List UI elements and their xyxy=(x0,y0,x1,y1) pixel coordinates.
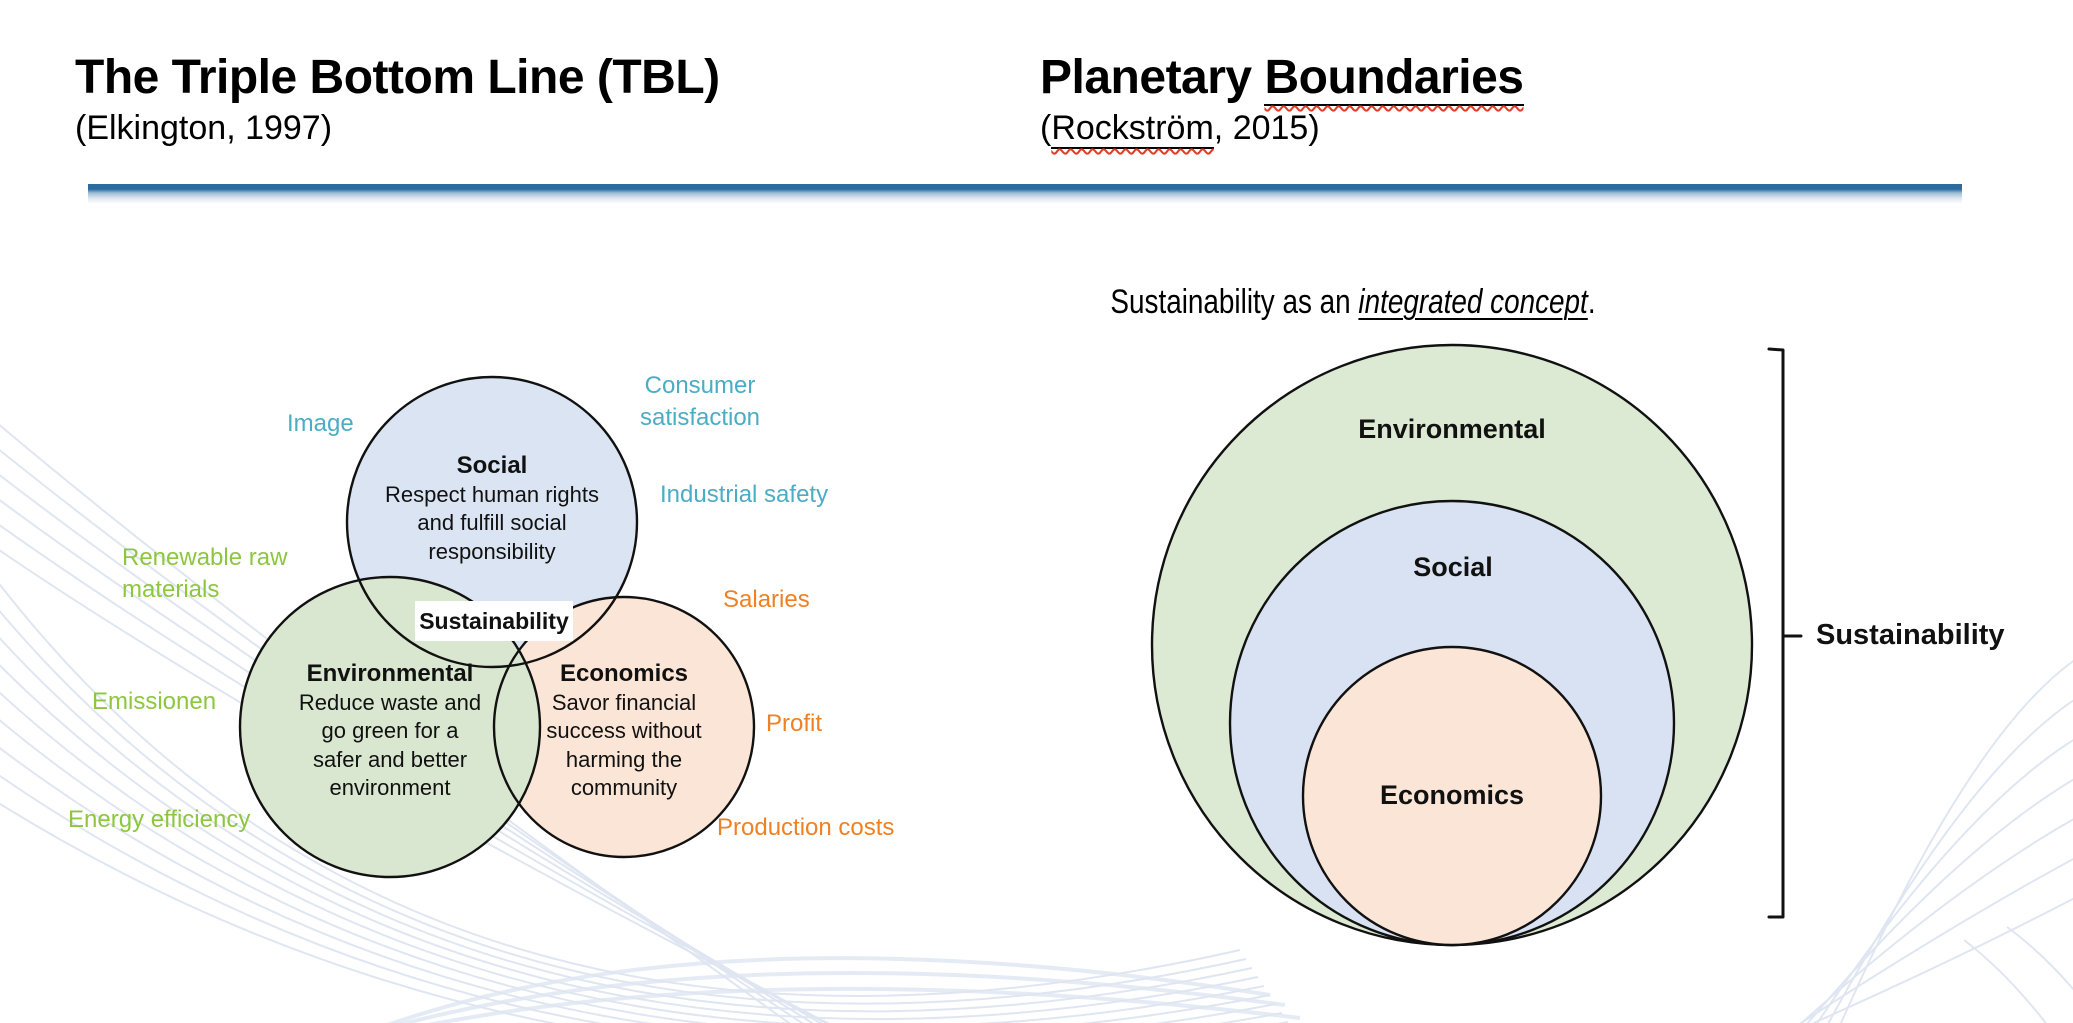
right-subtitle-underlined-word: Rockström xyxy=(1051,109,1214,149)
header-divider-line xyxy=(88,184,1962,204)
label-salaries: Salaries xyxy=(723,586,810,613)
ring-economics xyxy=(1301,645,1603,947)
label-image: Image xyxy=(287,410,354,437)
label-production-costs: Production costs xyxy=(717,814,895,841)
venn-diagram xyxy=(238,375,756,879)
nested-caption-emphasis: integrated concept xyxy=(1358,283,1588,321)
nested-circles-diagram xyxy=(1150,343,1754,947)
ring-label-economics: Economics xyxy=(1379,780,1525,810)
venn-circle-environmental xyxy=(240,577,540,877)
nested-caption: Sustainability as an integrated concept. xyxy=(1110,283,1596,321)
label-energy-efficiency: Energy efficiency xyxy=(68,806,251,833)
ring-label-social: Social xyxy=(1413,552,1493,582)
sustainability-bracket xyxy=(1767,347,1803,919)
right-title-prefix: Planetary xyxy=(1040,51,1265,104)
venn-text-economics: Economics Savor financial success withou… xyxy=(524,658,724,802)
venn-text-social: Social Respect human rights and fulfill … xyxy=(367,450,617,566)
venn-center-sustainability-box: Sustainability xyxy=(415,601,573,641)
label-consumer-satisfaction: Consumer satisfaction xyxy=(639,372,761,432)
venn-title-social: Social xyxy=(456,452,528,479)
background-swoosh xyxy=(0,424,2073,1023)
venn-text-environmental: Environmental Reduce waste and go green … xyxy=(270,658,510,802)
label-industrial-safety: Industrial safety xyxy=(660,481,829,508)
venn-body-environmental: Reduce waste and go green for a safer an… xyxy=(298,690,482,800)
right-title: Planetary Boundaries xyxy=(1040,51,1524,106)
label-renewable-raw-materials: Renewable raw materials xyxy=(122,544,288,604)
venn-body-economics: Savor financial success without harming … xyxy=(546,690,702,800)
venn-body-social: Respect human rights and fulfill social … xyxy=(385,482,599,564)
right-subtitle: (Rockström, 2015) xyxy=(1040,109,1320,149)
label-profit: Profit xyxy=(766,710,823,737)
left-title: The Triple Bottom Line (TBL) xyxy=(75,51,720,104)
label-emissionen: Emissionen xyxy=(92,688,217,715)
venn-title-environmental: Environmental xyxy=(306,660,474,687)
venn-title-economics: Economics xyxy=(559,660,689,687)
venn-circle-economics xyxy=(494,597,754,857)
left-subtitle: (Elkington, 1997) xyxy=(75,109,333,147)
right-title-underlined-word: Boundaries xyxy=(1264,51,1524,106)
bracket-label-sustainability: Sustainability xyxy=(1816,619,2005,651)
ring-label-environmental: Environmental xyxy=(1358,414,1546,444)
